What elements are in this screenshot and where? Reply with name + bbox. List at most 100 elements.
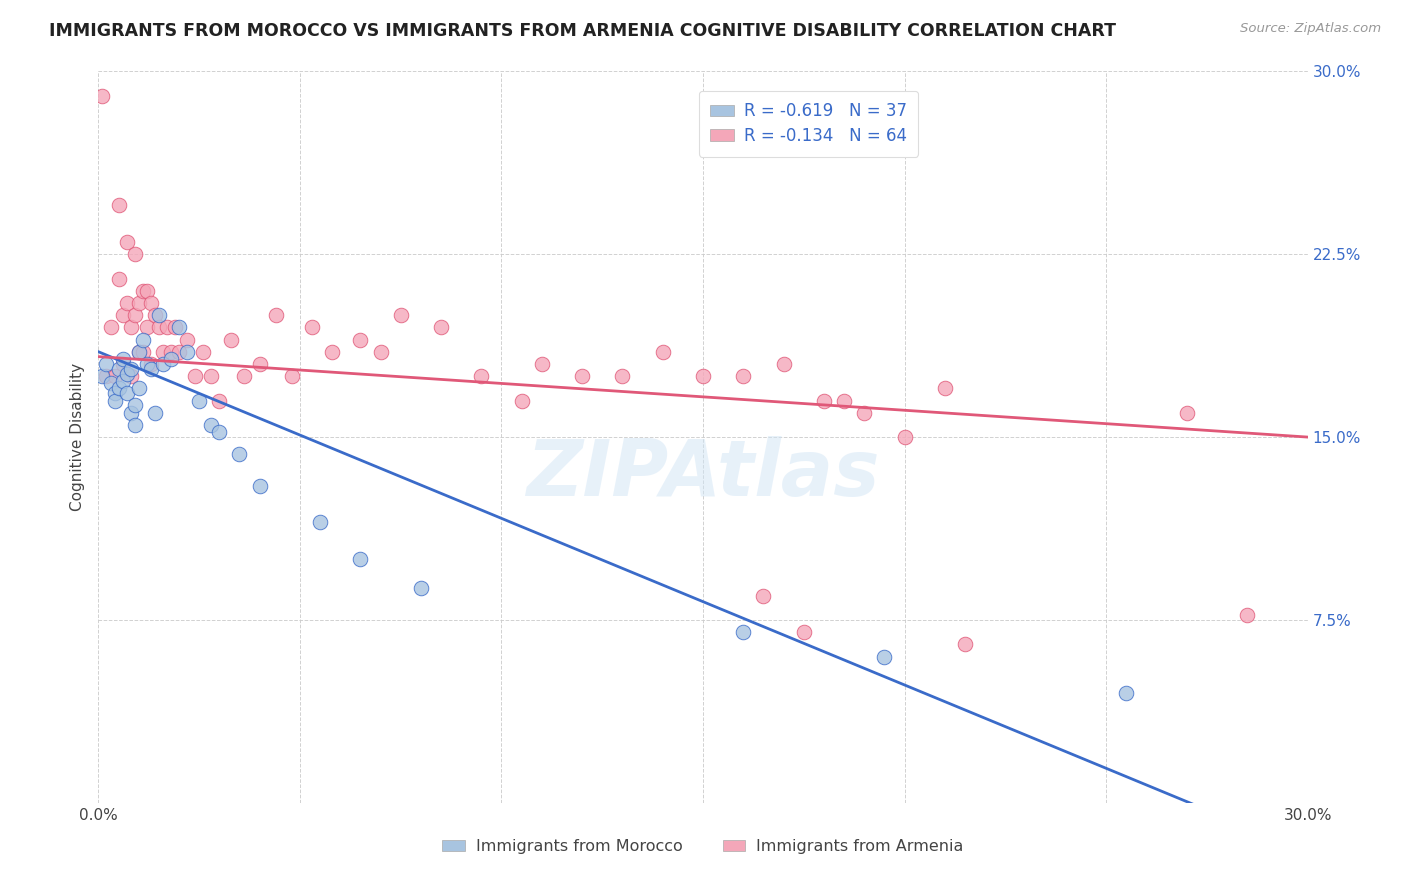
Point bbox=[752, 589, 775, 603]
Point bbox=[152, 344, 174, 359]
Point bbox=[772, 357, 794, 371]
Point bbox=[115, 386, 138, 401]
Point bbox=[389, 308, 412, 322]
Point bbox=[91, 88, 114, 103]
Point bbox=[530, 357, 553, 371]
Point bbox=[309, 516, 332, 530]
Point bbox=[103, 386, 125, 401]
Legend: Immigrants from Morocco, Immigrants from Armenia: Immigrants from Morocco, Immigrants from… bbox=[436, 833, 970, 861]
Point bbox=[176, 333, 198, 347]
Point bbox=[120, 361, 142, 376]
Point bbox=[193, 344, 215, 359]
Point bbox=[167, 320, 190, 334]
Point bbox=[953, 637, 976, 651]
Point bbox=[188, 393, 211, 408]
Point bbox=[853, 406, 876, 420]
Point bbox=[160, 352, 183, 367]
Point bbox=[100, 376, 122, 391]
Point bbox=[692, 369, 714, 384]
Point bbox=[111, 374, 134, 388]
Text: ZIPAtlas: ZIPAtlas bbox=[526, 435, 880, 512]
Point bbox=[510, 393, 533, 408]
Point bbox=[115, 296, 138, 310]
Point bbox=[132, 284, 155, 298]
Point bbox=[139, 361, 162, 376]
Point bbox=[96, 369, 118, 384]
Point bbox=[893, 430, 915, 444]
Point bbox=[349, 333, 371, 347]
Point bbox=[167, 344, 190, 359]
Point bbox=[571, 369, 593, 384]
Point bbox=[1236, 608, 1258, 623]
Point bbox=[107, 271, 129, 285]
Point bbox=[1115, 686, 1137, 700]
Point bbox=[221, 333, 243, 347]
Point bbox=[128, 381, 150, 395]
Point bbox=[321, 344, 343, 359]
Point bbox=[115, 367, 138, 381]
Point bbox=[139, 357, 162, 371]
Point bbox=[103, 393, 125, 408]
Point bbox=[200, 417, 222, 432]
Point bbox=[107, 361, 129, 376]
Point bbox=[249, 479, 271, 493]
Point bbox=[156, 320, 179, 334]
Point bbox=[200, 369, 222, 384]
Point bbox=[128, 344, 150, 359]
Point bbox=[143, 406, 166, 420]
Point bbox=[163, 320, 186, 334]
Point bbox=[135, 357, 157, 371]
Point bbox=[228, 447, 250, 461]
Point bbox=[409, 581, 432, 595]
Point bbox=[115, 235, 138, 249]
Point bbox=[91, 369, 114, 384]
Point bbox=[264, 308, 287, 322]
Point bbox=[111, 308, 134, 322]
Point bbox=[132, 333, 155, 347]
Point bbox=[107, 198, 129, 212]
Point bbox=[249, 357, 271, 371]
Point bbox=[873, 649, 896, 664]
Text: Source: ZipAtlas.com: Source: ZipAtlas.com bbox=[1240, 22, 1381, 36]
Point bbox=[152, 357, 174, 371]
Point bbox=[793, 625, 815, 640]
Point bbox=[160, 344, 183, 359]
Point bbox=[100, 320, 122, 334]
Point bbox=[349, 552, 371, 566]
Point bbox=[143, 308, 166, 322]
Point bbox=[120, 369, 142, 384]
Point bbox=[733, 625, 755, 640]
Point bbox=[176, 344, 198, 359]
Point bbox=[111, 357, 134, 371]
Point bbox=[124, 247, 146, 261]
Point bbox=[111, 352, 134, 367]
Point bbox=[470, 369, 492, 384]
Point bbox=[208, 425, 231, 440]
Point bbox=[124, 308, 146, 322]
Point bbox=[120, 320, 142, 334]
Point bbox=[1175, 406, 1198, 420]
Point bbox=[934, 381, 956, 395]
Point bbox=[132, 344, 155, 359]
Point bbox=[124, 398, 146, 412]
Point bbox=[107, 381, 129, 395]
Y-axis label: Cognitive Disability: Cognitive Disability bbox=[70, 363, 86, 511]
Point bbox=[135, 320, 157, 334]
Point bbox=[733, 369, 755, 384]
Point bbox=[148, 320, 170, 334]
Point bbox=[651, 344, 673, 359]
Point bbox=[832, 393, 855, 408]
Point bbox=[301, 320, 323, 334]
Point bbox=[430, 320, 453, 334]
Point bbox=[128, 296, 150, 310]
Point bbox=[148, 308, 170, 322]
Point bbox=[208, 393, 231, 408]
Point bbox=[232, 369, 254, 384]
Point bbox=[120, 406, 142, 420]
Point bbox=[96, 357, 118, 371]
Point bbox=[813, 393, 835, 408]
Point bbox=[128, 344, 150, 359]
Point bbox=[184, 369, 207, 384]
Point bbox=[139, 296, 162, 310]
Point bbox=[370, 344, 392, 359]
